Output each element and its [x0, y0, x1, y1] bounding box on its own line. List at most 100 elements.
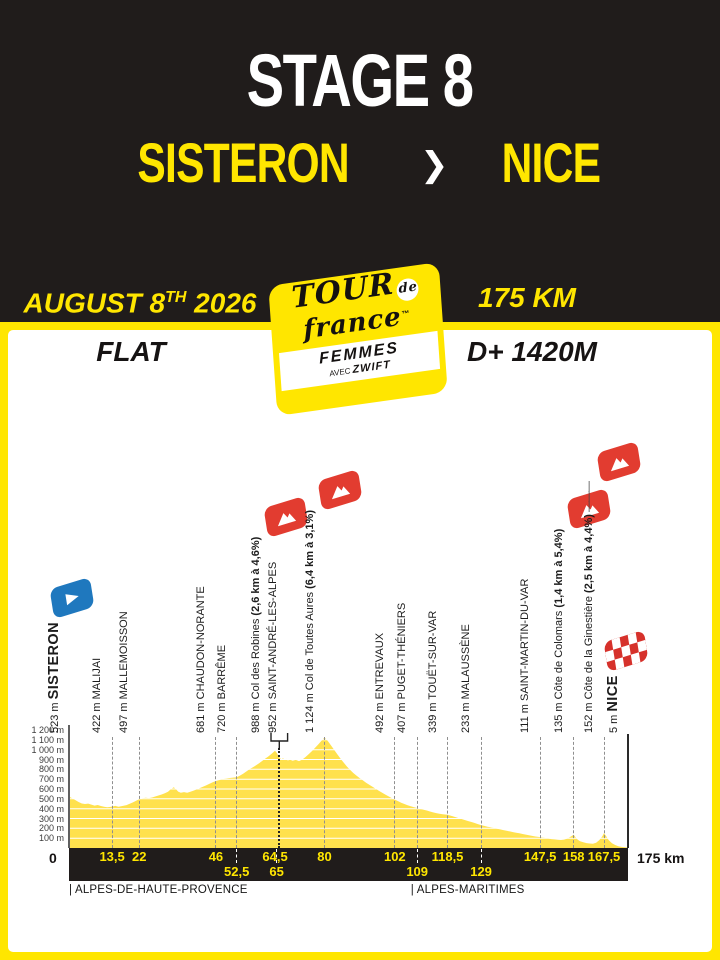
x-axis-km-label: 147,5 [523, 849, 557, 864]
tour-de-france-femmes-logo: TOUR de france™ FEMMES AVEC ZWIFT [268, 262, 448, 416]
waypoint-name: MALLEMOISSON [118, 611, 131, 700]
waypoint-elevation: 988 m [250, 699, 263, 733]
x-axis-km-label: 118,5 [431, 849, 464, 864]
waypoint-label: 988 m Col des Robines (2,6 km à 4,6%) [250, 537, 264, 733]
waypoint-label: 422 m MALIJAI [91, 658, 105, 733]
waypoint-label: 135 m Côte de Colomars (1,4 km à 5,4%) [553, 529, 567, 733]
waypoint-name: MALAUSSÈNE [460, 624, 473, 700]
waypoint-label: 497 m MALLEMOISSON [118, 611, 132, 733]
waypoint-label: 952 m SAINT-ANDRÉ-LES-ALPES [267, 562, 281, 733]
y-axis-tick: 1 100 m [31, 734, 64, 745]
waypoint-elevation: 339 m [426, 699, 439, 733]
waypoint-elevation: 422 m [91, 699, 104, 733]
x-axis-km-label: 102 [383, 849, 406, 864]
climb-stats: (6,4 km à 3,1%) [303, 510, 316, 592]
waypoint-elevation: 1 124 m [303, 690, 316, 733]
waypoint-label: 720 m BARRÊME [216, 645, 230, 733]
department-label: | ALPES-MARITIMES [410, 884, 525, 896]
stage-title: STAGE 8 [0, 44, 720, 118]
waypoint-elevation: 407 m [396, 699, 409, 733]
waypoint-label: 1 124 m Col de Toutes Aures (6,4 km à 3,… [304, 510, 318, 733]
climb-stats: (2,5 km à 4,4%) [583, 514, 596, 597]
x-axis-km-label: 52,5 [224, 864, 250, 879]
x-axis-km-label: 158 [562, 849, 585, 864]
x-axis-km-label: 129 [470, 864, 492, 879]
axis-bar-tick [416, 849, 418, 863]
department-label: | ALPES-DE-HAUTE-PROVENCE [69, 884, 248, 896]
x-axis-km-label: 167,5 [587, 849, 621, 864]
waypoint-line [324, 737, 326, 848]
y-axis-tick: 700 m [38, 774, 64, 785]
y-axis-tick: 200 m [38, 823, 64, 834]
start-flag-icon [49, 576, 95, 620]
stage-title-text: STAGE 8 [247, 39, 474, 122]
y-axis-tick: 400 m [38, 803, 64, 814]
waypoint-elevation: 152 m [583, 699, 596, 733]
y-axis-tick: 300 m [38, 813, 64, 824]
waypoint-label: 523 m SISTERON [46, 622, 62, 733]
waypoint-elevation: 233 m [460, 699, 473, 733]
waypoint-label: 492 m ENTREVAUX [374, 633, 388, 733]
route-row: SISTERON ❯ NICE [0, 134, 720, 192]
header-band: STAGE 8 SISTERON ❯ NICE AUGUST 8TH 2026 … [0, 0, 720, 322]
waypoint-elevation: 492 m [373, 699, 386, 733]
y-axis-tick: 600 m [38, 784, 64, 794]
waypoint-line [480, 737, 482, 848]
start-city-label: SISTERON [137, 131, 349, 194]
waypoint-name: MALIJAI [91, 657, 104, 700]
waypoint-elevation: 681 m [194, 699, 207, 733]
stage-elevation-gain: D+ 1420M [467, 336, 597, 367]
end-city-label: NICE [502, 131, 601, 194]
climb-stats: (1,4 km à 5,4%) [552, 528, 565, 611]
x-axis-km-label: 109 [406, 864, 429, 879]
waypoint-label: 681 m CHAUDON-NORANTE [195, 586, 209, 733]
y-axis-tick: 900 m [38, 754, 64, 765]
waypoint-label: 233 m MALAUSSÈNE [460, 624, 474, 733]
merge-bracket [270, 733, 289, 748]
waypoint-elevation: 523 m [49, 699, 61, 733]
waypoint-line [138, 737, 140, 848]
x-axis-km-label: 80 [317, 849, 332, 864]
waypoint-line [394, 737, 396, 848]
waypoint-line [416, 737, 418, 848]
elevation-profile-area [69, 737, 628, 848]
waypoint-elevation: 5 m [608, 711, 620, 733]
waypoint-line [603, 737, 605, 848]
waypoint-name: ENTREVAUX [373, 632, 386, 700]
waypoint-name: BARRÊME [215, 644, 228, 700]
stage-profile-type: FLAT [96, 336, 166, 367]
y-axis-tick: 100 m [38, 833, 64, 844]
x-axis-km-label: 65 [269, 864, 284, 879]
waypoint-elevation: 952 m [266, 699, 279, 733]
x-axis-km-label: 13,5 [99, 849, 125, 864]
x-axis-km-label: 64,5 [262, 849, 288, 864]
waypoint-name: Côte de la Ginestière [583, 596, 596, 700]
waypoint-name: SAINT-MARTIN-DU-VAR [519, 578, 532, 701]
waypoint-label: 152 m Côte de la Ginestière (2,5 km à 4,… [583, 482, 597, 733]
x-axis-km-label: 22 [132, 849, 147, 864]
waypoint-name: Col de Toutes Aures [303, 591, 316, 691]
stage-distance: 175 KM [477, 282, 577, 313]
waypoint-name: Col des Robines [250, 618, 263, 700]
waypoint-label: 111 m SAINT-MARTIN-DU-VAR [519, 579, 533, 733]
x-axis-bar [69, 848, 628, 881]
start-line [68, 725, 70, 848]
date-ordinal: TH [165, 289, 187, 306]
axis-bar-tick [480, 849, 482, 863]
finish-checkered-flag-icon [603, 629, 649, 673]
waypoint-elevation: 497 m [118, 699, 131, 733]
climb-badge-icon [596, 440, 642, 484]
waypoint-label: 339 m TOUËT-SUR-VAR [427, 611, 441, 733]
waypoint-name: SAINT-ANDRÉ-LES-ALPES [266, 561, 279, 700]
waypoint-label: 5 m NICE [605, 675, 621, 733]
climb-stats: (2,6 km à 4,6%) [250, 536, 263, 619]
waypoint-label: 407 m PUGET-THÉNIERS [396, 603, 410, 733]
waypoint-line [539, 737, 541, 848]
finish-line [627, 734, 629, 848]
waypoint-line [447, 737, 449, 848]
y-axis-tick: 800 m [38, 764, 64, 775]
chevron-right-icon: ❯ [419, 145, 449, 185]
waypoint-name: NICE [605, 675, 621, 712]
